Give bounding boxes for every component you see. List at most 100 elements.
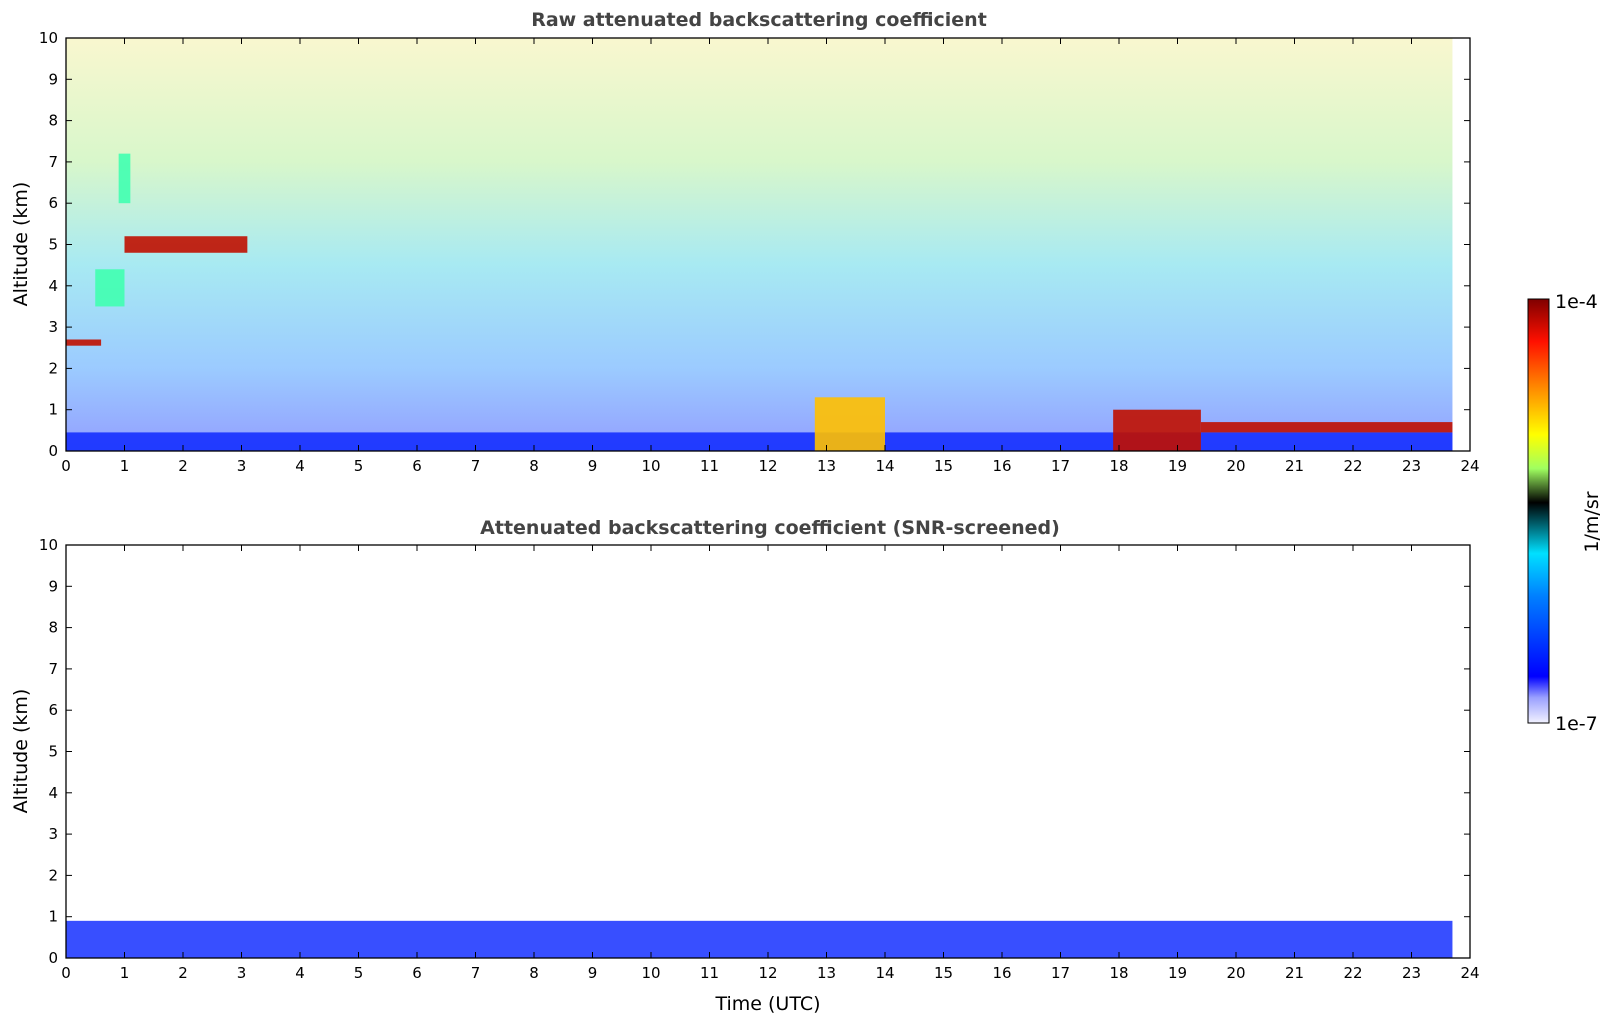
panel-raw-ylabel: Altitude (km): [10, 182, 32, 307]
x-tick-label: 20: [1226, 964, 1245, 982]
feature-1: [66, 339, 102, 346]
x-tick-label: 4: [295, 457, 305, 475]
feature-4: [95, 269, 125, 307]
y-tick-label: 8: [48, 619, 58, 637]
x-tick-label: 7: [471, 457, 481, 475]
panel-screened-frame: [65, 544, 1471, 959]
x-tick-label: 1: [120, 457, 130, 475]
x-tick-label: 14: [875, 964, 894, 982]
x-tick-label: 0: [61, 964, 71, 982]
x-tick-label: 18: [1109, 964, 1128, 982]
feature-0: [66, 432, 1453, 451]
x-tick-label: 22: [1343, 964, 1362, 982]
panel-screened: Attenuated backscattering coefficient (S…: [10, 517, 1480, 1015]
x-tick-label: 11: [700, 964, 719, 982]
panel-raw: Raw attenuated backscattering coefficien…: [10, 9, 1480, 475]
y-tick-label: 10: [39, 536, 58, 554]
y-tick-label: 4: [48, 277, 58, 295]
x-tick-label: 16: [992, 457, 1011, 475]
y-tick-label: 1: [48, 908, 58, 926]
x-tick-label: 3: [237, 457, 247, 475]
x-tick-label: 13: [817, 457, 836, 475]
y-tick-label: 7: [48, 660, 58, 678]
feature-5: [814, 397, 885, 451]
y-tick-label: 6: [48, 701, 58, 719]
x-tick-label: 18: [1109, 457, 1128, 475]
x-tick-label: 6: [412, 964, 422, 982]
panel-screened-yticks: 0 1 2 3 4 5 6 7 8 9 10: [39, 536, 1470, 967]
x-tick-label: 2: [178, 964, 188, 982]
x-tick-label: 21: [1285, 457, 1304, 475]
x-tick-label: 13: [817, 964, 836, 982]
y-tick-label: 6: [48, 194, 58, 212]
colorbar-max-label: 1e-4: [1555, 291, 1598, 313]
x-tick-label: 8: [529, 457, 539, 475]
y-tick-label: 2: [48, 866, 58, 884]
y-tick-label: 9: [48, 70, 58, 88]
x-tick-label: 6: [412, 457, 422, 475]
x-tick-label: 9: [588, 457, 598, 475]
feature-2: [124, 236, 248, 253]
x-tick-label: 19: [1168, 457, 1187, 475]
panel-screened-ylabel: Altitude (km): [10, 689, 32, 814]
panel-raw-yticks: 0 1 2 3 4 5 6 7 8 9 10: [39, 29, 1470, 460]
y-tick-label: 5: [48, 743, 58, 761]
raw-noise-field: [66, 38, 1453, 451]
x-tick-label: 15: [934, 457, 953, 475]
y-tick-label: 3: [48, 318, 58, 336]
feature-7: [1200, 422, 1453, 433]
x-tick-label: 8: [529, 964, 539, 982]
colorbar-min-label: 1e-7: [1555, 713, 1598, 735]
x-tick-label: 17: [1051, 457, 1070, 475]
x-tick-label: 5: [354, 457, 364, 475]
screened-bl-band: [66, 920, 1453, 958]
x-tick-label: 24: [1460, 457, 1479, 475]
feature-3: [118, 153, 131, 204]
x-tick-label: 22: [1343, 457, 1362, 475]
x-tick-label: 7: [471, 964, 481, 982]
x-tick-label: 0: [61, 457, 71, 475]
x-tick-label: 17: [1051, 964, 1070, 982]
y-tick-label: 0: [48, 442, 58, 460]
x-tick-label: 14: [875, 457, 894, 475]
x-tick-label: 23: [1402, 964, 1421, 982]
x-tick-label: 4: [295, 964, 305, 982]
colorbar: 1e-4 1e-7 1/m/sr: [1527, 291, 1603, 735]
x-tick-label: 5: [354, 964, 364, 982]
x-tick-label: 21: [1285, 964, 1304, 982]
x-tick-label: 16: [992, 964, 1011, 982]
x-tick-label: 3: [237, 964, 247, 982]
y-tick-label: 10: [39, 29, 58, 47]
x-tick-label: 10: [641, 964, 660, 982]
x-tick-label: 19: [1168, 964, 1187, 982]
panel-screened-title: Attenuated backscattering coefficient (S…: [480, 517, 1060, 539]
y-tick-label: 3: [48, 825, 58, 843]
y-tick-label: 2: [48, 359, 58, 377]
y-tick-label: 8: [48, 112, 58, 130]
x-tick-label: 23: [1402, 457, 1421, 475]
x-tick-label: 15: [934, 964, 953, 982]
feature-6: [1113, 409, 1201, 451]
x-tick-label: 24: [1460, 964, 1479, 982]
y-tick-label: 5: [48, 236, 58, 254]
panel-raw-plot: [66, 38, 1453, 451]
x-tick-label: 20: [1226, 457, 1245, 475]
panel-screened-xlabel: Time (UTC): [714, 993, 820, 1015]
colorbar-unit-label: 1/m/sr: [1581, 491, 1603, 552]
x-tick-label: 1: [120, 964, 130, 982]
x-tick-label: 11: [700, 457, 719, 475]
panel-raw-xticks: 0 1 2 3 4 5 6 7 8 9 10 11 12 13 14 15 16 17 18 19 20 21 22 23 24: [61, 38, 1480, 475]
y-tick-label: 1: [48, 401, 58, 419]
y-tick-label: 7: [48, 153, 58, 171]
panel-screened-xticks: 0 1 2 3 4 5 6 7 8 9 10 11 12 13 14 15 16 17 18 19 20 21 22 23 24: [61, 545, 1480, 982]
y-tick-label: 4: [48, 784, 58, 802]
x-tick-label: 9: [588, 964, 598, 982]
y-tick-label: 0: [48, 949, 58, 967]
x-tick-label: 2: [178, 457, 188, 475]
panel-raw-title: Raw attenuated backscattering coefficien…: [531, 9, 987, 31]
y-tick-label: 9: [48, 577, 58, 595]
colorbar-gradient: [1527, 298, 1550, 724]
x-tick-label: 10: [641, 457, 660, 475]
panel-screened-plot: [66, 920, 1453, 958]
